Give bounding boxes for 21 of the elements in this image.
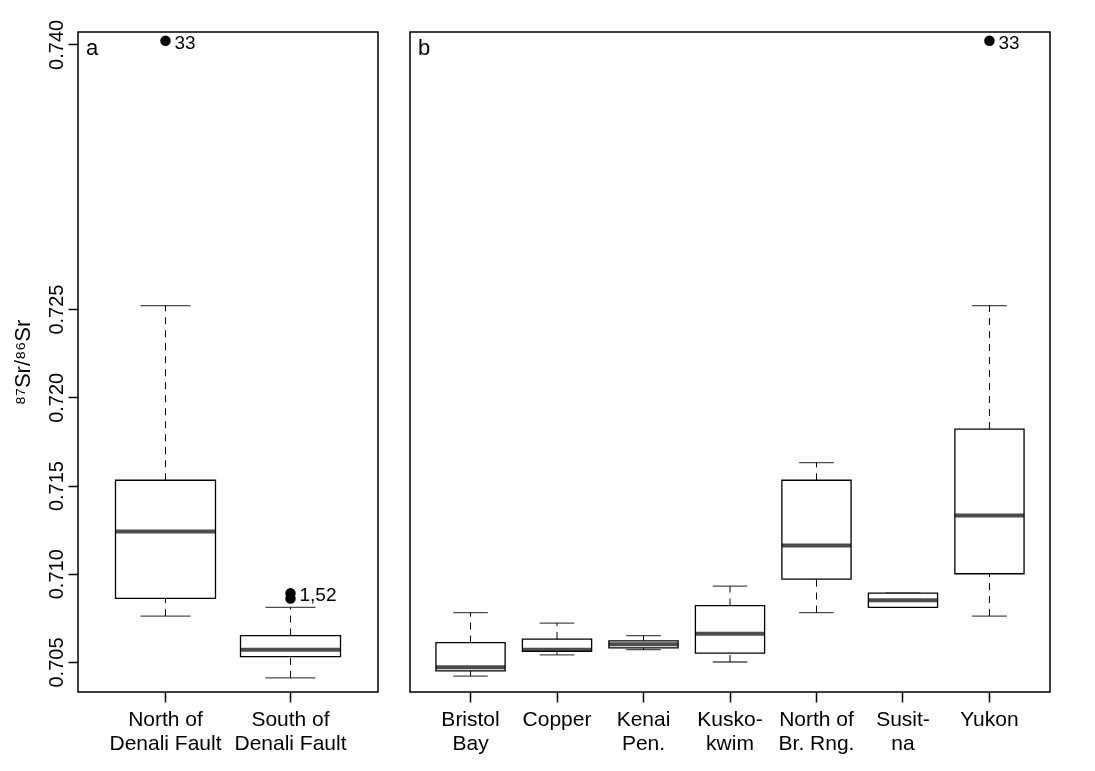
annotation: b: [418, 35, 431, 60]
x-tick-label: Copper: [522, 706, 592, 730]
x-tick-label: North of Denali Fault: [109, 706, 222, 754]
y-axis-title: ⁸⁷Sr/⁸⁶Sr: [9, 319, 35, 406]
y-tick-label: 0.710: [44, 549, 67, 600]
x-tick-label: North of Br. Rng.: [778, 706, 855, 754]
annotation: 33: [998, 31, 1020, 53]
x-tick-label: Yukon: [960, 706, 1019, 730]
x-tick-label: Bristol Bay: [441, 706, 500, 754]
y-tick-label: 0.705: [44, 637, 67, 688]
annotation: a: [86, 35, 99, 60]
y-tick-label: 0.740: [44, 19, 67, 70]
annotation: 1,52: [299, 584, 337, 606]
x-tick-label: Kusko- kwim: [697, 706, 763, 754]
y-tick-label: 0.725: [44, 284, 67, 335]
x-tick-label: South of Denali Fault: [234, 706, 347, 754]
x-tick-label: Kenai Pen.: [616, 706, 671, 754]
x-tick-label: Susit- na: [876, 706, 930, 754]
y-tick-label: 0.715: [44, 461, 67, 512]
y-tick-label: 0.720: [44, 372, 67, 423]
annotation: 33: [174, 31, 196, 53]
